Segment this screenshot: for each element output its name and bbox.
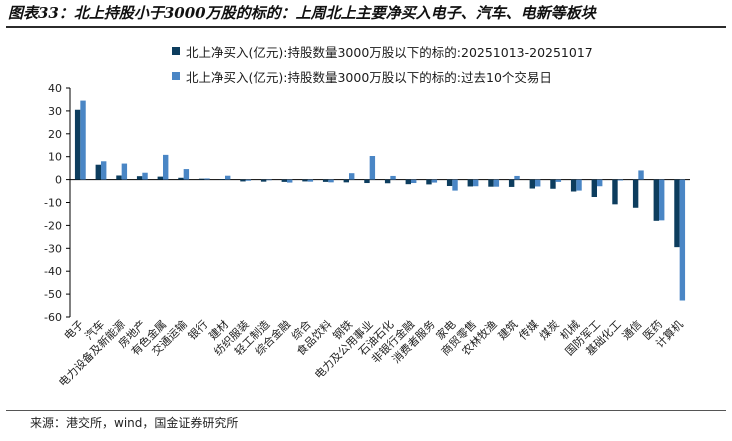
bar-series-1 bbox=[74, 109, 81, 180]
bar-series-2 bbox=[679, 179, 686, 301]
bar-series-2 bbox=[328, 179, 334, 183]
bar-series-2 bbox=[266, 179, 272, 181]
legend-label-series-1: 北上净买入(亿元):持股数量3000万股以下的标的:20251013-20251… bbox=[186, 44, 593, 60]
category-label: 传媒 bbox=[516, 318, 541, 343]
bar-series-1 bbox=[426, 179, 432, 185]
legend-swatch-series-2 bbox=[172, 72, 180, 80]
bar-series-2 bbox=[431, 179, 438, 183]
bar-series-2 bbox=[142, 172, 148, 180]
y-tick-label: 40 bbox=[48, 82, 62, 95]
bar-series-1 bbox=[570, 179, 577, 192]
bar-series-1 bbox=[322, 179, 329, 182]
bar-series-1 bbox=[653, 179, 659, 221]
bar-series-2 bbox=[225, 175, 231, 180]
legend-label-series-2: 北上净买入(亿元):持股数量3000万股以下的标的:过去10个交易日 bbox=[186, 69, 552, 85]
bar-series-2 bbox=[121, 163, 128, 180]
bar-series-2 bbox=[163, 154, 169, 180]
y-tick-label: 30 bbox=[48, 105, 62, 118]
bar-series-1 bbox=[612, 179, 618, 205]
bar-series-1 bbox=[384, 179, 391, 184]
chart-title: 图表33：北上持股小于3000万股的标的：上周北上主要净买入电子、汽车、电新等板… bbox=[8, 4, 596, 22]
bar-series-2 bbox=[307, 179, 314, 182]
bar-series-1 bbox=[178, 177, 184, 180]
chart-legend: 北上净买入(亿元):持股数量3000万股以下的标的:20251013-20251… bbox=[172, 40, 593, 90]
bar-series-2 bbox=[183, 169, 190, 180]
legend-item-series-1: 北上净买入(亿元):持股数量3000万股以下的标的:20251013-20251… bbox=[172, 40, 593, 62]
bar-series-1 bbox=[116, 175, 122, 180]
bar-series-2 bbox=[617, 179, 624, 181]
bar-series-2 bbox=[349, 173, 355, 180]
category-label: 煤炭 bbox=[537, 318, 562, 343]
bar-series-1 bbox=[632, 179, 639, 208]
bar-series-1 bbox=[198, 178, 205, 180]
bar-series-1 bbox=[219, 179, 225, 180]
y-tick-label: -30 bbox=[44, 242, 62, 255]
bar-series-2 bbox=[369, 156, 376, 180]
bar-series-1 bbox=[260, 179, 267, 182]
bar-series-2 bbox=[493, 179, 500, 187]
bar-series-1 bbox=[343, 179, 349, 183]
bar-series-2 bbox=[473, 179, 479, 187]
y-tick-label: -20 bbox=[44, 219, 62, 232]
bar-series-2 bbox=[576, 179, 582, 191]
source-note: 来源：港交所，wind，国金证券研究所 bbox=[30, 416, 239, 430]
bar-series-1 bbox=[591, 179, 597, 197]
source-divider bbox=[6, 410, 726, 411]
y-tick-label: -50 bbox=[44, 288, 62, 301]
bar-series-2 bbox=[245, 179, 252, 181]
bar-series-1 bbox=[674, 179, 680, 248]
bar-series-2 bbox=[390, 175, 396, 180]
bar-series-1 bbox=[240, 179, 246, 182]
bar-series-2 bbox=[101, 161, 107, 180]
y-tick-label: 10 bbox=[48, 151, 62, 164]
bar-series-1 bbox=[281, 179, 287, 182]
y-tick-label: -40 bbox=[44, 265, 62, 278]
bar-series-1 bbox=[508, 179, 515, 187]
bar-series-2 bbox=[638, 170, 644, 180]
category-label: 建筑 bbox=[495, 317, 520, 342]
bar-series-1 bbox=[136, 176, 143, 180]
category-label: 银行 bbox=[185, 317, 210, 342]
bar-series-2 bbox=[80, 100, 86, 180]
bar-series-1 bbox=[157, 176, 163, 180]
bar-series-1 bbox=[405, 179, 411, 185]
legend-item-series-2: 北上净买入(亿元):持股数量3000万股以下的标的:过去10个交易日 bbox=[172, 65, 593, 87]
y-tick-label: -10 bbox=[44, 197, 62, 210]
title-underline bbox=[6, 26, 726, 28]
bar-series-2 bbox=[555, 179, 562, 182]
bar-series-2 bbox=[411, 179, 417, 184]
bar-series-1 bbox=[95, 164, 101, 180]
bar-series-1 bbox=[302, 179, 308, 182]
bar-series-2 bbox=[204, 178, 210, 180]
bar-series-1 bbox=[529, 179, 535, 189]
bar-series-2 bbox=[659, 179, 665, 221]
legend-swatch-series-1 bbox=[172, 47, 180, 55]
bar-series-2 bbox=[597, 179, 603, 187]
y-tick-label: 0 bbox=[55, 174, 62, 187]
y-tick-label: 20 bbox=[48, 128, 62, 141]
category-label: 通信 bbox=[620, 318, 645, 343]
bar-series-1 bbox=[446, 179, 453, 187]
bar-series-1 bbox=[488, 179, 494, 187]
bar-series-2 bbox=[514, 175, 520, 180]
bar-series-2 bbox=[452, 179, 458, 191]
y-tick-label: -60 bbox=[44, 311, 62, 324]
bar-series-1 bbox=[467, 179, 473, 187]
bar-series-2 bbox=[287, 179, 293, 183]
bar-series-1 bbox=[364, 179, 370, 184]
category-label: 电子 bbox=[62, 318, 87, 343]
bar-series-1 bbox=[550, 179, 556, 189]
bar-series-2 bbox=[535, 179, 541, 187]
